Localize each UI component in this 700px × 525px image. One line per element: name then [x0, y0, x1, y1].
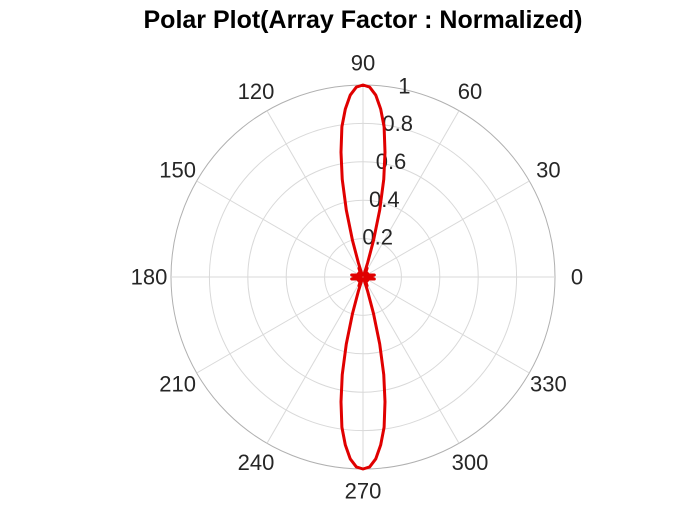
radial-tick-label: 0.4 [369, 187, 400, 212]
grid-spoke-330 [362, 276, 530, 374]
theta-tick-label: 150 [159, 158, 196, 183]
grid-spoke-60 [362, 110, 460, 278]
grid-spoke-30 [362, 180, 530, 278]
grid-spoke-300 [362, 276, 460, 444]
theta-tick-label: 210 [159, 372, 196, 397]
radial-tick-label: 0.6 [376, 149, 407, 174]
chart-title: Polar Plot(Array Factor : Normalized) [143, 6, 583, 34]
theta-tick-label: 120 [238, 79, 275, 104]
theta-tick-label: 0 [571, 265, 583, 290]
theta-tick-label: 30 [536, 158, 560, 183]
radial-tick-label: 0.2 [362, 225, 393, 250]
radial-tick-label: 0.8 [382, 111, 413, 136]
radial-tick-label: 1 [398, 73, 410, 98]
series-line [339, 83, 387, 471]
theta-tick-label: 180 [131, 265, 168, 290]
theta-tick-label: 90 [351, 51, 375, 76]
theta-tick-label: 300 [452, 450, 489, 475]
polar-grid [170, 84, 556, 470]
grid-spoke-150 [196, 180, 364, 278]
grid-spoke-240 [266, 276, 364, 444]
grid-spoke-210 [196, 276, 364, 374]
theta-tick-label: 270 [345, 479, 382, 504]
series-layer [339, 83, 387, 471]
theta-tick-label: 330 [530, 372, 567, 397]
grid-spoke-120 [266, 110, 364, 278]
theta-tick-label: 240 [238, 450, 275, 475]
radial-tick-labels: 0.2 0.4 0.6 0.8 1 [362, 73, 413, 249]
theta-tick-labels: 0 30 60 90 120 150 180 210 240 270 300 330 [131, 51, 583, 504]
theta-tick-label: 60 [458, 79, 482, 104]
